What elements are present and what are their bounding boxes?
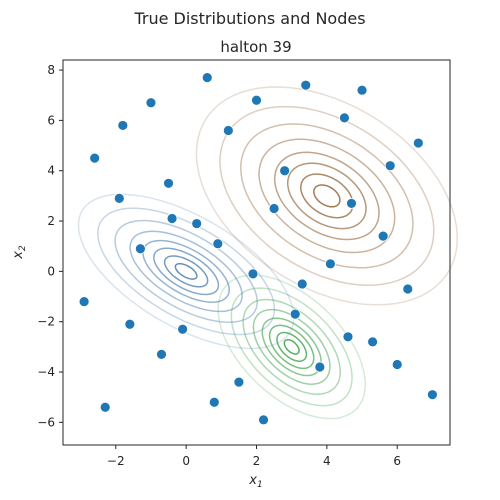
data-point (427, 389, 438, 401)
contour-2-1 (276, 331, 308, 362)
x-tick-label: 4 (323, 454, 331, 468)
contour-2-0 (283, 338, 300, 355)
data-point (412, 137, 424, 149)
data-point (258, 414, 269, 426)
data-point (289, 308, 301, 320)
data-point (367, 336, 379, 348)
y-axis-ticks: −6 −4 −2 0 2 4 6 8 (37, 63, 63, 429)
x-tick-label: 0 (182, 454, 190, 468)
data-point (279, 165, 291, 177)
data-point (247, 268, 259, 280)
data-point (296, 278, 308, 290)
contour-0-3 (142, 239, 230, 303)
y-tick-label: 2 (47, 214, 55, 228)
y-tick-label: 4 (47, 164, 55, 178)
contour-2-6 (230, 287, 353, 407)
y-axis-label: x2 (11, 245, 28, 260)
data-point (402, 283, 414, 295)
data-point (300, 79, 312, 91)
x-tick-label: −2 (107, 454, 125, 468)
data-point (191, 218, 203, 229)
contour-0-6 (97, 207, 276, 336)
data-point (342, 331, 354, 343)
contour-0-1 (163, 255, 209, 288)
data-point (268, 203, 280, 214)
y-tick-label: −4 (37, 365, 55, 379)
data-point (163, 177, 174, 189)
data-point (117, 120, 129, 131)
data-point (391, 359, 403, 370)
contour-1-1 (300, 173, 354, 219)
data-point (222, 125, 234, 136)
data-point (166, 213, 178, 224)
data-point (89, 152, 101, 164)
x-axis-ticks: −2 0 2 4 6 (107, 445, 401, 468)
contour-1-2 (286, 162, 367, 230)
contour-2-3 (261, 317, 322, 377)
x-axis-label: x1 (248, 473, 262, 490)
x-tick-label: 2 (253, 454, 261, 468)
contour-1-5 (240, 123, 414, 269)
data-point (134, 243, 146, 255)
data-point (113, 192, 125, 204)
data-point (177, 323, 189, 335)
contour-0-2 (153, 247, 220, 296)
contour-1-4 (258, 138, 396, 254)
data-point (212, 238, 224, 250)
contour-2-5 (242, 298, 341, 395)
contour-1-0 (313, 184, 341, 208)
data-point (314, 361, 326, 373)
y-tick-label: 6 (47, 113, 55, 127)
data-point (324, 258, 336, 270)
y-tick-label: −6 (37, 415, 55, 429)
data-point (356, 84, 368, 96)
contour-0-0 (174, 262, 198, 280)
data-point (201, 72, 213, 84)
data-point (384, 160, 396, 172)
contour-1-3 (273, 151, 380, 241)
y-tick-label: 8 (47, 63, 55, 77)
chart-title: halton 39 (220, 38, 291, 56)
contour-0-5 (114, 219, 258, 323)
node-points (78, 72, 438, 426)
data-point (346, 198, 357, 209)
y-tick-label: −2 (37, 315, 55, 329)
y-tick-label: 0 (47, 264, 55, 278)
data-point (208, 396, 220, 408)
figure-title: True Distributions and Nodes (133, 9, 365, 28)
data-point (377, 230, 389, 242)
x-tick-label: 6 (393, 454, 401, 468)
data-point (156, 349, 167, 360)
contour-2-2 (268, 324, 315, 370)
contour-1-6 (219, 105, 435, 286)
data-point (78, 296, 90, 307)
contour-0-7 (77, 193, 295, 350)
contour-0-4 (129, 230, 243, 313)
contour-2-4 (252, 308, 331, 385)
contour-2-7 (217, 274, 366, 420)
data-point (124, 318, 136, 330)
distribution-contours (77, 86, 459, 420)
data-point (99, 401, 111, 413)
plot-frame (62, 59, 451, 446)
data-point (145, 97, 157, 109)
contour-1-7 (195, 86, 459, 306)
data-point (233, 376, 245, 388)
data-point (251, 94, 262, 106)
data-point (339, 112, 350, 124)
